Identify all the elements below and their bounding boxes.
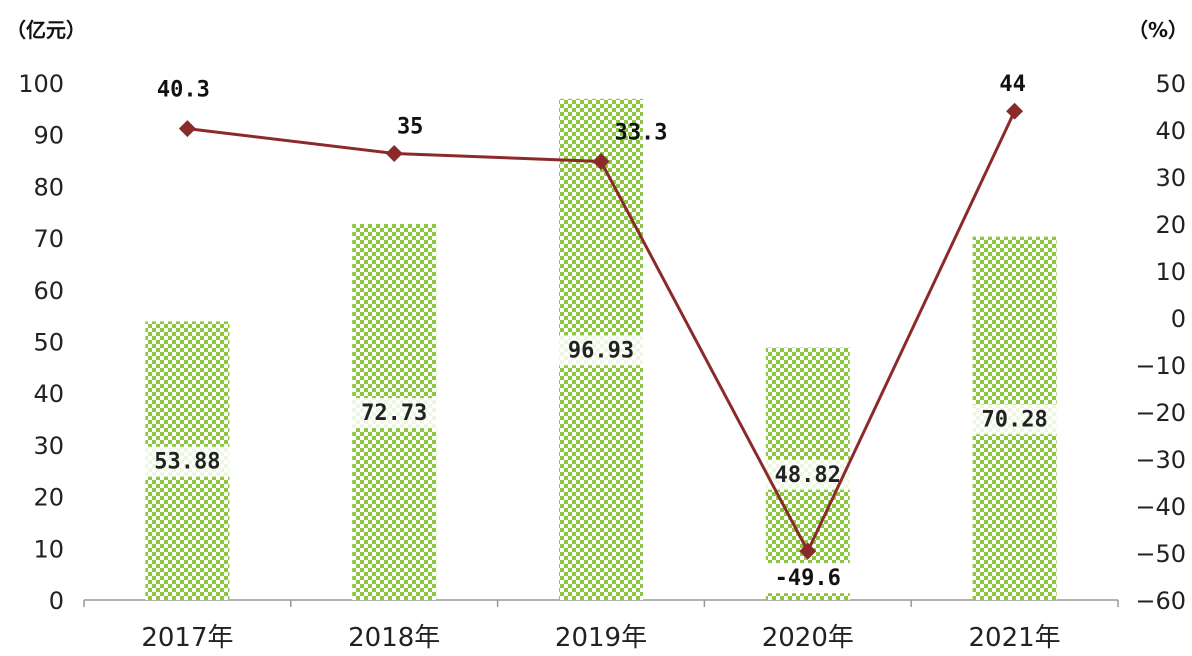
x-axis-ticks	[83, 600, 1119, 607]
bar-label-bg	[348, 397, 441, 428]
line-value-label: 33.3	[615, 120, 668, 145]
left-tick-label: 50	[33, 329, 64, 357]
bar-value-label: 48.82	[775, 463, 841, 488]
line-value-label: -49.6	[775, 566, 841, 591]
left-tick-label: 80	[33, 173, 64, 201]
left-tick-label: 100	[18, 70, 64, 98]
right-tick-label: 0	[1171, 305, 1186, 333]
right-axis-ticks: −60 −50 −40 −30 −20 −10 0 10 20 30 40 50	[1135, 70, 1186, 615]
right-tick-label: −10	[1135, 352, 1186, 380]
bar-value-label: 96.93	[568, 338, 634, 363]
category-label: 2017年	[141, 623, 233, 653]
left-tick-label: 0	[49, 587, 64, 615]
category-labels: 2017年 2018年 2019年 2020年 2021年	[141, 623, 1060, 653]
category-label: 2021年	[969, 623, 1061, 653]
category-label: 2019年	[555, 623, 647, 653]
left-tick-label: 20	[33, 484, 64, 512]
line-label-bg	[761, 563, 854, 594]
bar-label-bg	[555, 335, 647, 366]
left-tick-label: 10	[33, 535, 64, 563]
right-tick-label: −20	[1135, 399, 1186, 427]
line-point	[1006, 102, 1024, 120]
bar-value-label: 70.28	[981, 407, 1047, 432]
category-label: 2020年	[762, 623, 854, 653]
bar-value-label: 53.88	[154, 450, 220, 475]
left-tick-label: 70	[33, 225, 64, 253]
left-tick-label: 60	[33, 277, 64, 305]
right-tick-label: 40	[1155, 117, 1186, 145]
line-labels: 40.3 35 33.3 -49.6 44	[157, 72, 1026, 594]
right-tick-label: −30	[1135, 446, 1186, 474]
line-value-label: 40.3	[157, 78, 210, 103]
right-axis-unit: （%）	[1128, 18, 1188, 42]
bar-label-bg	[141, 446, 234, 477]
left-tick-label: 40	[33, 380, 64, 408]
right-tick-label: −40	[1135, 493, 1186, 521]
line-value-label: 44	[999, 72, 1026, 97]
left-axis-ticks: 0 10 20 30 40 50 60 70 80 90 100	[18, 70, 64, 615]
right-tick-label: −60	[1135, 587, 1186, 615]
growth-line	[178, 102, 1024, 560]
bar-value-label: 72.73	[361, 401, 427, 426]
category-label: 2018年	[348, 623, 440, 653]
left-axis-unit: （亿元）	[6, 18, 86, 42]
line-point	[385, 145, 403, 162]
line-value-label: 35	[397, 115, 424, 140]
line-point	[178, 120, 196, 138]
left-tick-label: 90	[33, 122, 64, 150]
left-tick-label: 30	[33, 432, 64, 460]
bar-labels: 53.88 72.73 96.93 48.82 70.28	[141, 335, 1061, 490]
line-point	[592, 153, 610, 170]
bar-label-bg	[968, 404, 1061, 435]
right-tick-label: 30	[1155, 164, 1186, 192]
right-tick-label: 50	[1155, 70, 1186, 98]
right-tick-label: 10	[1155, 258, 1186, 286]
right-tick-label: −50	[1135, 540, 1186, 568]
right-tick-label: 20	[1155, 211, 1186, 239]
line-point	[799, 542, 817, 560]
